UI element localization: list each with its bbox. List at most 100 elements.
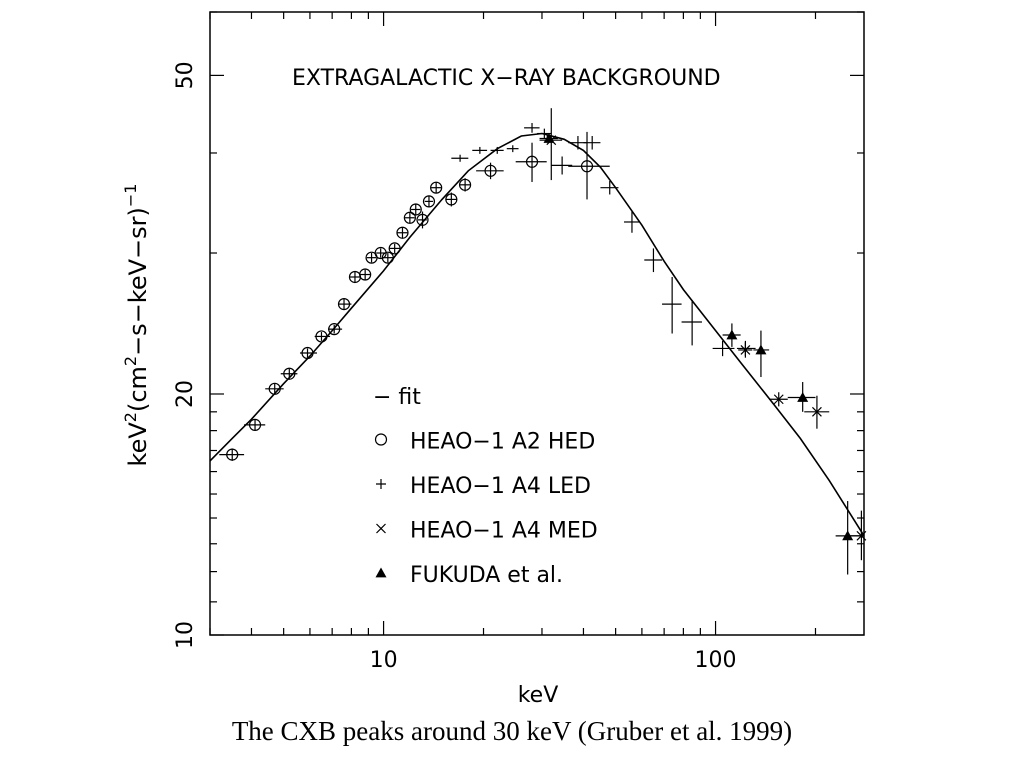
legend-item: HEAO−1 A4 MED: [376, 519, 598, 544]
circle-marker: [416, 213, 429, 226]
circle-marker: [315, 330, 328, 343]
circle-point: [458, 178, 472, 192]
circle-marker: [403, 211, 416, 224]
legend-label: HEAO−1 A2 HED: [410, 430, 595, 455]
legend-item: HEAO−1 A2 HED: [374, 430, 595, 455]
circle-point: [445, 192, 458, 207]
y-label-sup1: 2: [121, 412, 140, 422]
plus-point: [624, 211, 640, 233]
plus-point: [644, 248, 663, 273]
circle-marker: [283, 367, 296, 380]
cross-marker: [773, 394, 784, 405]
triangle-marker: [755, 344, 767, 355]
cross-marker: [811, 406, 822, 417]
cross-point: [804, 395, 830, 429]
circle-marker: [381, 251, 394, 264]
triangle-point: [539, 133, 558, 143]
circle-marker: [359, 268, 372, 281]
circle-point: [265, 382, 284, 395]
circle-marker: [422, 195, 436, 208]
circle-marker: [328, 323, 341, 336]
circle-point: [568, 131, 610, 200]
triangle-marker: [726, 329, 738, 340]
legend-plus-icon: [376, 479, 386, 489]
plus-point: [524, 123, 540, 133]
circle-marker: [226, 448, 239, 461]
chart-title: EXTRAGALACTIC X−RAY BACKGROUND: [292, 66, 721, 91]
circle-point: [359, 268, 372, 281]
circle-point: [348, 270, 362, 284]
plus-point: [506, 145, 519, 153]
circle-marker: [248, 418, 262, 431]
circle-point: [403, 211, 416, 224]
plus-point: [712, 340, 735, 357]
y-tick-label: 10: [173, 621, 198, 649]
y-label-mid: (cm: [124, 366, 152, 412]
triangle-point: [787, 382, 816, 412]
circle-marker: [525, 155, 539, 168]
legend: − fit HEAO−1 A2 HED HEAO−1 A4 LED HEAO−1 A4…: [373, 385, 598, 588]
plus-point: [472, 146, 488, 154]
circle-point: [476, 162, 504, 180]
plus-point: [583, 136, 601, 150]
legend-label: HEAO−1 A4 LED: [410, 474, 591, 499]
legend-label: FUKUDA et al.: [410, 563, 563, 588]
circle-point: [396, 226, 409, 239]
y-tick-label: 50: [173, 61, 198, 89]
circle-marker: [409, 203, 422, 216]
circle-point: [381, 251, 394, 264]
plus-point: [662, 276, 682, 334]
circle-point: [314, 330, 331, 343]
plus-point: [681, 300, 702, 346]
legend-circle-icon: [374, 433, 388, 446]
legend-cross-icon: [376, 523, 386, 534]
figure-caption: The CXB peaks around 30 keV (Gruber et a…: [231, 716, 793, 746]
legend-item: − fit: [373, 385, 421, 410]
plot-frame: [209, 11, 865, 636]
circle-marker: [484, 164, 497, 177]
circle-marker: [301, 346, 314, 360]
axis-ticks: [209, 11, 864, 636]
plus-point: [551, 156, 573, 175]
legend-item: HEAO−1 A4 LED: [376, 474, 591, 499]
circle-marker: [430, 181, 443, 194]
y-label-sup3: −1: [121, 184, 140, 208]
circle-marker: [388, 242, 401, 255]
plus-point: [451, 154, 469, 162]
circle-point: [280, 367, 298, 380]
triangle-marker: [797, 391, 809, 402]
circle-point: [299, 346, 317, 360]
cross-point: [738, 342, 753, 358]
circle-marker: [458, 178, 472, 191]
y-label-base: keV: [124, 422, 152, 467]
circle-marker: [337, 298, 351, 311]
cross-marker: [740, 345, 751, 355]
y-label-sup2: 2: [121, 356, 140, 366]
circle-point: [409, 203, 422, 216]
circle-point: [430, 181, 443, 194]
triangle-marker: [543, 133, 555, 143]
x-tick-label: 10: [370, 648, 398, 673]
cross-point: [539, 108, 563, 181]
y-label-tail: −s−keV−sr): [124, 207, 152, 356]
circle-point: [219, 448, 245, 461]
legend-item: FUKUDA et al.: [375, 563, 563, 588]
circle-marker: [445, 193, 458, 206]
circle-point: [244, 418, 266, 431]
axis-tick-labels: 10 100 10 20 50: [173, 61, 737, 673]
triangle-point: [753, 330, 770, 378]
circle-point: [327, 323, 343, 336]
y-tick-label: 20: [173, 380, 198, 408]
triangle-marker: [842, 530, 854, 541]
legend-triangle-icon: [375, 567, 387, 578]
circle-point: [388, 242, 401, 255]
circle-marker: [268, 382, 281, 395]
data-points: [219, 108, 867, 575]
x-axis-label: keV: [518, 683, 559, 708]
circle-point: [337, 298, 352, 311]
x-tick-label: 100: [695, 648, 737, 673]
legend-label: − fit: [373, 385, 421, 410]
triangle-point: [835, 501, 862, 575]
cross-point: [769, 392, 788, 407]
plus-point: [490, 146, 504, 154]
